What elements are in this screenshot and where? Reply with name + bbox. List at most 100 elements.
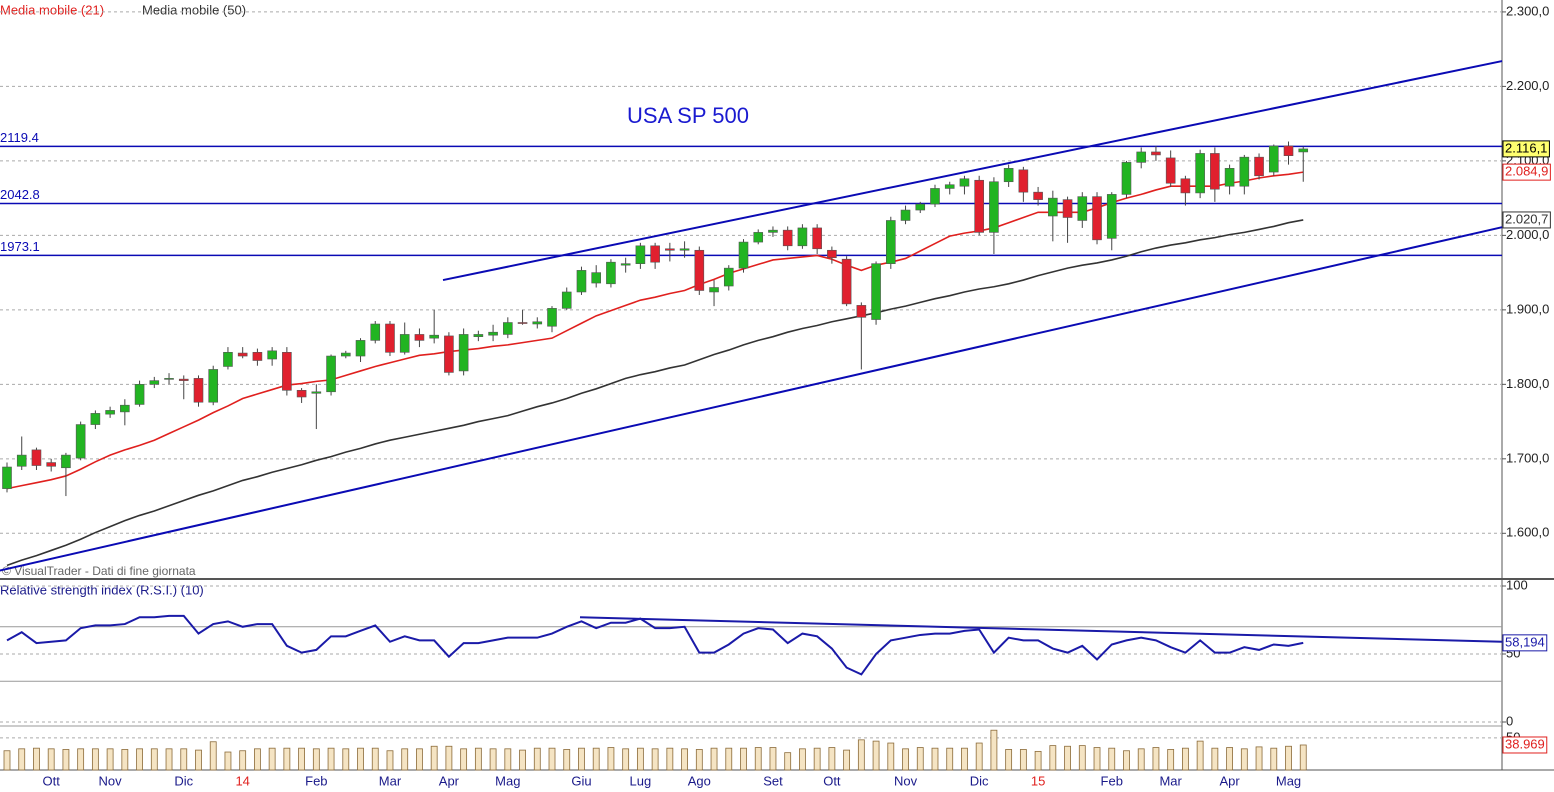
y-tick-label: 1.700,0 — [1506, 450, 1549, 465]
volume-bar — [1299, 744, 1307, 771]
volume-bar — [784, 752, 792, 771]
volume-bar — [136, 748, 143, 771]
volume-bar — [460, 748, 468, 771]
candle-body — [178, 378, 189, 381]
volume-bar — [1270, 747, 1278, 771]
candle-body — [1210, 153, 1220, 190]
candle-body — [1121, 162, 1132, 195]
y-tick-label: 2.000,0 — [1506, 227, 1549, 242]
candle-body — [414, 334, 425, 341]
volume-bar — [504, 748, 512, 771]
candle-body — [591, 272, 602, 284]
candle-body — [1136, 151, 1147, 163]
x-tick-label: Mar — [379, 773, 402, 788]
candle-body — [1165, 157, 1176, 184]
candle-body — [237, 352, 248, 357]
candle-body — [576, 270, 587, 293]
candle-body — [1268, 145, 1279, 173]
volume-bar — [1064, 745, 1071, 771]
candle-body — [1151, 151, 1161, 156]
x-tick-label: Dic — [970, 773, 989, 788]
volume-bar — [813, 747, 821, 771]
volume-bar — [1255, 746, 1263, 771]
value-label-box — [1502, 211, 1551, 229]
candle-body — [399, 334, 410, 353]
volume-bar — [902, 748, 909, 771]
volume-bar — [666, 747, 674, 771]
volume-bar — [489, 748, 497, 771]
candle-body — [1283, 145, 1294, 156]
volume-bar — [416, 748, 423, 771]
candle-body — [252, 352, 263, 361]
volume-bar — [357, 747, 364, 771]
candle-body — [503, 322, 513, 335]
candle-body — [797, 227, 808, 247]
volume-bar — [474, 747, 482, 771]
candle-body — [311, 391, 322, 394]
chart-title: USA SP 500 — [627, 103, 749, 128]
y-tick-label: 0 — [1506, 713, 1513, 728]
candle-body — [296, 389, 307, 398]
moving-average — [6, 171, 1304, 490]
volume-bar — [445, 745, 453, 771]
candle-body — [1092, 196, 1102, 241]
x-tick-label: Set — [763, 773, 783, 788]
volume-bar — [239, 750, 247, 771]
y-tick-label: 2.300,0 — [1506, 3, 1549, 18]
volume-bar — [62, 749, 70, 771]
candle-body — [134, 384, 145, 405]
candle-body — [1224, 168, 1235, 187]
candle-body — [2, 466, 12, 489]
volume-bar — [1078, 745, 1086, 771]
volume-bar — [607, 747, 615, 771]
x-tick-label: Feb — [1101, 773, 1123, 788]
volume-bar — [740, 747, 747, 771]
volume-bar — [1093, 747, 1101, 771]
volume-bar — [872, 740, 880, 771]
volume-bar — [592, 747, 600, 771]
candle-body — [665, 248, 675, 251]
volume-bar — [150, 748, 158, 771]
value-label: 2.116,1 — [1505, 140, 1547, 155]
y-tick-label: 1.900,0 — [1506, 301, 1549, 316]
volume-bar — [828, 747, 836, 771]
volume-bar — [681, 748, 688, 771]
legend-entry: Media mobile (21) — [0, 2, 104, 17]
candle-body — [340, 352, 351, 357]
volume-bar — [1211, 747, 1219, 771]
volume-bar — [1285, 745, 1292, 771]
candle-body — [429, 334, 439, 339]
candle-body — [1048, 197, 1058, 217]
volume-bar — [195, 749, 202, 771]
candle-body — [974, 179, 984, 233]
candle-body — [458, 334, 469, 372]
volume-bar — [33, 747, 40, 771]
volume-bar — [578, 747, 585, 771]
volume-bar — [1226, 747, 1233, 771]
panel-title: Relative strength index (R.S.I.) (10) — [0, 582, 204, 597]
candle-body — [841, 258, 852, 305]
candle-body — [61, 454, 71, 469]
x-tick-label: Nov — [894, 773, 918, 788]
candle-body — [1195, 153, 1205, 194]
candle-body — [75, 424, 86, 459]
volume-bar — [946, 747, 954, 771]
candle-body — [885, 220, 896, 264]
candle-body — [326, 355, 336, 393]
volume-bar — [430, 745, 438, 771]
volume-bar — [47, 748, 55, 771]
volume-bar — [725, 747, 733, 771]
volume-bar — [327, 747, 335, 771]
value-label-box — [1502, 140, 1550, 158]
x-tick-label: Mag — [495, 773, 520, 788]
x-tick-label: Ott — [43, 773, 61, 788]
volume-bar — [636, 747, 644, 771]
candle-body — [753, 232, 764, 243]
trend-line — [579, 616, 1503, 643]
volume-bar — [312, 748, 320, 771]
candle-body — [723, 267, 734, 287]
volume-bar — [209, 741, 217, 771]
candle-body — [120, 404, 130, 413]
volume-bar — [961, 747, 968, 771]
